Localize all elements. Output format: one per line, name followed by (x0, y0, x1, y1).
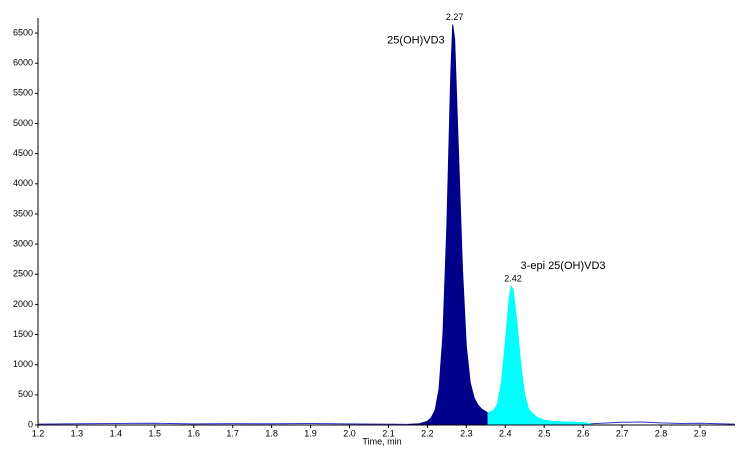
peak-outline (407, 24, 489, 425)
x-tick-label: 1.6 (187, 428, 200, 438)
x-tick-label: 2.3 (460, 428, 473, 438)
x-tick-label: 1.5 (149, 428, 162, 438)
x-tick-label: 2.0 (343, 428, 356, 438)
apex-time-label: 2.42 (504, 274, 522, 284)
x-tick-label: 1.9 (304, 428, 317, 438)
x-axis-label: Time, min (362, 436, 401, 446)
y-tick-label: 5500 (13, 88, 33, 98)
baseline-trace (37, 421, 736, 425)
x-tick-label: 2.9 (694, 428, 707, 438)
peak-name: 25(OH)VD3 (387, 35, 444, 47)
x-tick-label: 1.2 (32, 428, 45, 438)
y-tick-label: 3000 (13, 238, 33, 248)
x-tick-label: 1.8 (265, 428, 278, 438)
y-tick-label: 2000 (13, 299, 33, 309)
y-tick-label: 3500 (13, 208, 33, 218)
y-tick-label: 5000 (13, 118, 33, 128)
y-tick-label: 1000 (13, 359, 33, 369)
y-tick-label: 6500 (13, 27, 33, 37)
x-tick-label: 2.7 (616, 428, 629, 438)
peak-area (487, 286, 591, 425)
y-tick-label: 0 (28, 419, 33, 429)
x-tick-label: 2.6 (577, 428, 590, 438)
x-tick-label: 2.2 (421, 428, 434, 438)
y-tick-label: 500 (18, 389, 33, 399)
apex-time-label: 2.27 (446, 12, 464, 22)
peak-outline (487, 284, 592, 425)
x-tick-label: 1.7 (226, 428, 239, 438)
x-tick-label: 2.8 (655, 428, 668, 438)
peak-area (407, 24, 488, 425)
y-tick-label: 4000 (13, 178, 33, 188)
x-tick-label: 1.3 (71, 428, 84, 438)
y-tick-label: 1500 (13, 329, 33, 339)
peak-name: 3-epi 25(OH)VD3 (521, 260, 606, 272)
x-tick-label: 2.4 (499, 428, 512, 438)
y-tick-label: 4500 (13, 148, 33, 158)
y-tick-label: 6000 (13, 58, 33, 68)
x-tick-label: 1.4 (110, 428, 123, 438)
x-tick-label: 2.1 (382, 428, 395, 438)
y-tick-label: 2500 (13, 269, 33, 279)
x-tick-label: 2.5 (538, 428, 551, 438)
